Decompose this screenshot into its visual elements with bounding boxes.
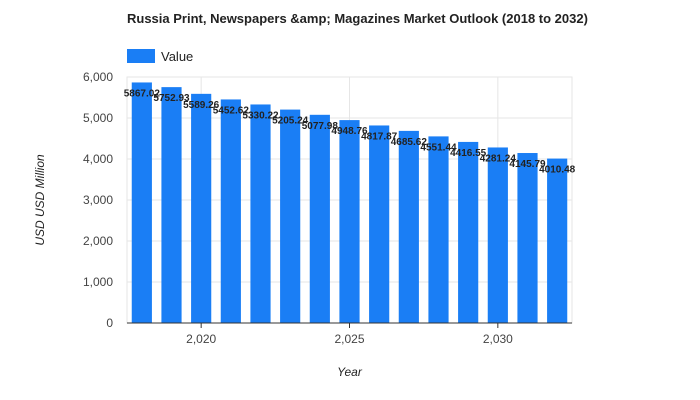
y-tick-label: 6,000 [83,70,113,84]
data-label-2032: 4010.48 [539,165,576,176]
data-label-2025: 4948.76 [331,126,368,137]
bar-2022[interactable] [250,104,271,323]
data-label-2028: 4551.44 [420,142,457,153]
data-label-2020: 5589.26 [183,100,220,111]
data-label-2031: 4145.79 [509,159,546,170]
bar-2027[interactable] [398,130,419,323]
data-label-2026: 4817.87 [361,131,398,142]
x-axis-ticks: 2,020 2,025 2,030 [186,323,513,346]
data-label-2021: 5452.62 [213,105,250,116]
bar-2021[interactable] [220,99,241,323]
chart-title: Russia Print, Newspapers &amp; Magazines… [127,11,588,26]
y-tick-label: 2,000 [83,234,113,248]
y-tick-label: 0 [106,316,113,330]
x-tick-label: 2,025 [334,332,364,346]
data-label-2023: 5205.24 [272,116,309,127]
bar-2023[interactable] [280,109,301,323]
y-tick-label: 3,000 [83,193,113,207]
bar-2019[interactable] [161,87,182,323]
bar-2030[interactable] [487,147,508,323]
data-label-2022: 5330.22 [242,110,279,121]
y-axis-title: USD USD Million [33,154,47,246]
bar-2026[interactable] [369,125,390,323]
data-label-2027: 4685.62 [391,137,428,148]
data-label-2019: 5752.93 [153,93,190,104]
x-tick-label: 2,020 [186,332,216,346]
bars [127,82,572,324]
bar-2028[interactable] [428,136,449,323]
bar-2024[interactable] [309,114,330,323]
legend[interactable]: Value [127,48,193,64]
bar-2020[interactable] [191,93,212,324]
legend-swatch [127,49,155,63]
data-label-2024: 5077.98 [302,121,339,132]
data-labels: 5867.025752.935589.265452.625330.225205.… [124,88,576,175]
bar-2032[interactable] [547,158,568,323]
y-tick-label: 5,000 [83,111,113,125]
y-tick-label: 4,000 [83,152,113,166]
bar-2031[interactable] [517,153,538,323]
bar-2018[interactable] [131,82,152,323]
y-axis-ticks: 0 1,000 2,000 3,000 4,000 5,000 6,000 [83,70,113,330]
data-label-2018: 5867.02 [124,88,161,99]
legend-label-value: Value [161,48,194,64]
y-tick-label: 1,000 [83,275,113,289]
data-label-2029: 4416.55 [450,148,487,159]
bar-2029[interactable] [458,141,479,323]
x-axis-title: Year [337,365,363,379]
data-label-2030: 4281.24 [480,153,517,164]
bar-2025[interactable] [339,120,360,324]
x-tick-label: 2,030 [483,332,513,346]
